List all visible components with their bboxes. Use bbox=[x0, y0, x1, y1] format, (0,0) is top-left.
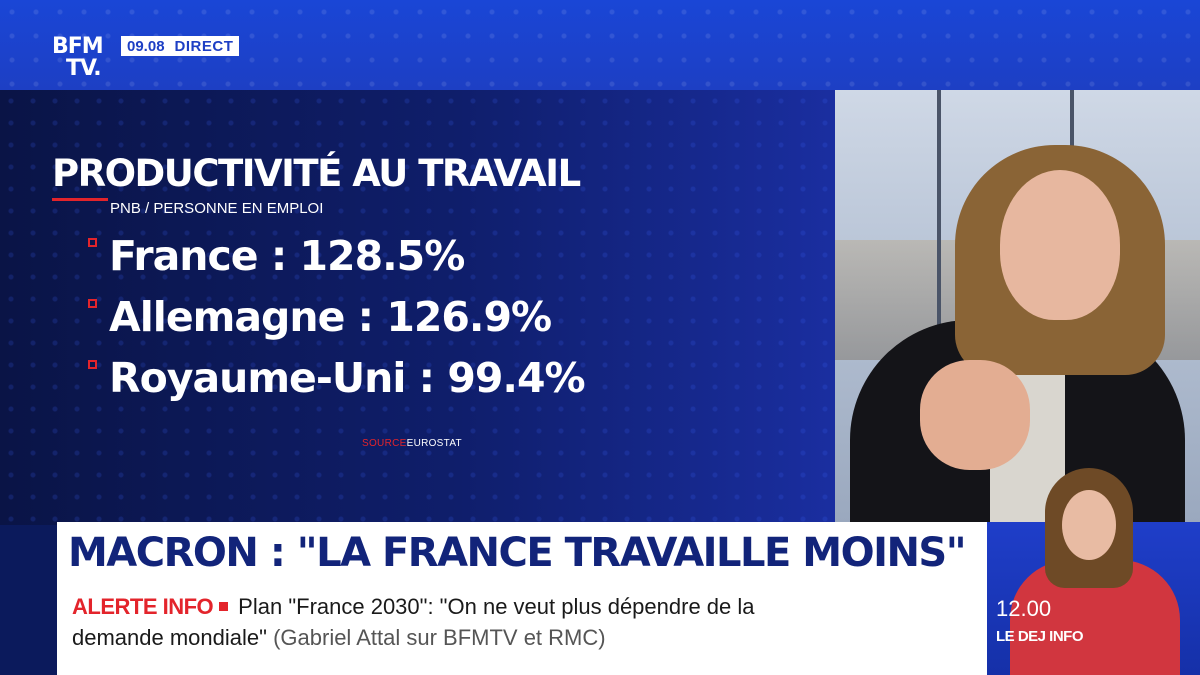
square-bullet-icon bbox=[88, 298, 97, 308]
logo-line-1: BFM bbox=[52, 34, 104, 59]
ticker-line-2: demande mondiale" (Gabriel Attal sur BFM… bbox=[72, 625, 606, 651]
stat-row-royaume-uni: Royaume-Uni : 99.4% bbox=[88, 354, 586, 402]
ticker-text-2: demande mondiale" bbox=[72, 625, 267, 650]
square-bullet-icon bbox=[88, 237, 97, 247]
presenter-hands bbox=[920, 360, 1030, 470]
top-bar: BFM TV. 09.08 DIRECT bbox=[0, 0, 1200, 90]
logo-line-2: TV. bbox=[66, 56, 102, 81]
stat-row-allemagne: Allemagne : 126.9% bbox=[88, 293, 552, 341]
clock-live-badge: 09.08 DIRECT bbox=[121, 36, 240, 56]
alert-square-icon bbox=[219, 602, 229, 611]
headline-bar bbox=[57, 522, 987, 584]
next-program-time: 12.00 bbox=[996, 596, 1052, 621]
square-bullet-icon bbox=[88, 359, 97, 369]
graphic-subtitle: PNB / PERSONNE EN EMPLOI bbox=[110, 200, 324, 217]
graphic-panel bbox=[0, 90, 835, 525]
bfmtv-logo: BFM TV. bbox=[52, 36, 116, 86]
ticker-text-1: Plan "France 2030": "On ne veut plus dép… bbox=[238, 594, 755, 619]
window-pillar bbox=[937, 90, 941, 525]
stat-label: Allemagne : 126.9% bbox=[109, 293, 552, 341]
stat-label: Royaume-Uni : 99.4% bbox=[109, 354, 586, 402]
source-credit: SOURCEEUROSTAT bbox=[362, 438, 462, 449]
next-host-face bbox=[1062, 490, 1116, 560]
live-label: DIRECT bbox=[174, 37, 234, 55]
alert-info-label: ALERTE INFO bbox=[72, 594, 214, 619]
next-program-name: LE DEJ INFO bbox=[996, 628, 1084, 645]
source-label: SOURCE bbox=[362, 438, 407, 449]
source-value: EUROSTAT bbox=[406, 438, 462, 449]
ticker-attribution: (Gabriel Attal sur BFMTV et RMC) bbox=[273, 625, 606, 650]
ticker-line-1: ALERTE INFO Plan "France 2030": "On ne ve… bbox=[72, 594, 755, 620]
title-underline bbox=[52, 198, 108, 201]
graphic-title: PRODUCTIVITÉ AU TRAVAIL bbox=[52, 152, 581, 195]
stat-label: France : 128.5% bbox=[109, 232, 465, 280]
stat-row-france: France : 128.5% bbox=[88, 232, 465, 280]
presenter-face bbox=[1000, 170, 1120, 320]
headline-text: MACRON : "LA FRANCE TRAVAILLE MOINS" bbox=[68, 530, 967, 576]
broadcast-time: 09.08 bbox=[127, 37, 165, 55]
breaking-news-ticker bbox=[57, 584, 987, 675]
